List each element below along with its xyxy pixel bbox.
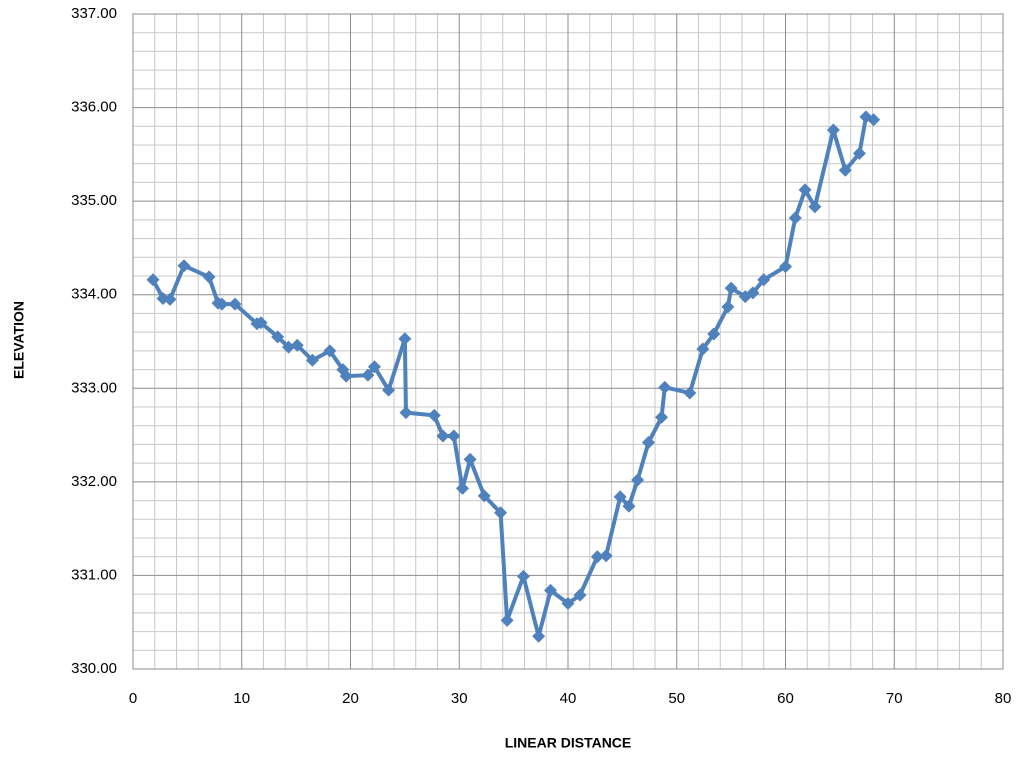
marker xyxy=(436,429,450,443)
line xyxy=(151,114,875,639)
x-tick-label: 30 xyxy=(451,690,468,707)
marker xyxy=(599,549,613,563)
marker xyxy=(852,146,866,160)
marker xyxy=(798,183,812,197)
marker xyxy=(271,330,285,344)
marker xyxy=(757,273,771,287)
marker xyxy=(590,550,604,564)
marker xyxy=(282,340,296,354)
y-axis-title: ELEVATION xyxy=(11,301,27,379)
x-tick-label: 80 xyxy=(995,690,1012,707)
marker xyxy=(323,344,337,358)
marker xyxy=(631,473,645,487)
x-tick-label: 20 xyxy=(342,690,359,707)
marker xyxy=(655,410,669,424)
marker xyxy=(228,297,242,311)
marker xyxy=(367,360,381,374)
marker xyxy=(146,273,160,287)
marker xyxy=(808,200,822,214)
marker xyxy=(838,163,852,177)
marker xyxy=(622,499,636,513)
x-tick-label: 70 xyxy=(886,690,903,707)
y-tick-label: 335.00 xyxy=(71,192,117,209)
marker xyxy=(305,353,319,367)
marker xyxy=(477,489,491,503)
marker xyxy=(463,452,477,466)
marker xyxy=(215,297,229,311)
marker xyxy=(290,338,304,352)
marker xyxy=(339,369,353,383)
marker xyxy=(613,490,627,504)
marker xyxy=(177,259,191,273)
marker xyxy=(398,332,412,346)
x-axis-title: LINEAR DISTANCE xyxy=(505,735,632,751)
marker xyxy=(456,481,470,495)
marker xyxy=(532,629,546,643)
marker xyxy=(658,380,672,394)
marker xyxy=(516,569,530,583)
marker xyxy=(826,123,840,137)
marker xyxy=(163,292,177,306)
y-tick-label: 331.00 xyxy=(71,566,117,583)
marker xyxy=(746,286,760,300)
marker xyxy=(683,386,697,400)
y-tick-label: 336.00 xyxy=(71,99,117,116)
marker xyxy=(724,281,738,295)
marker xyxy=(561,597,575,610)
marker xyxy=(447,429,461,443)
y-tick-label: 332.00 xyxy=(71,473,117,490)
x-tick-label: 50 xyxy=(668,690,685,707)
marker xyxy=(707,327,721,341)
marker xyxy=(867,113,881,127)
marker xyxy=(779,260,792,274)
marker xyxy=(427,408,441,422)
marker xyxy=(788,211,802,225)
marker xyxy=(573,588,587,602)
x-tick-label: 60 xyxy=(777,690,794,707)
marker xyxy=(696,342,710,356)
x-tick-label: 10 xyxy=(233,690,250,707)
marker xyxy=(254,316,268,330)
marker xyxy=(494,506,508,520)
marker xyxy=(641,436,655,450)
x-tick-label: 0 xyxy=(129,690,137,707)
marker xyxy=(544,583,558,597)
y-tick-label: 330.00 xyxy=(71,660,117,677)
marker xyxy=(361,368,375,382)
marker xyxy=(500,613,514,627)
marker xyxy=(382,383,396,397)
marker xyxy=(202,270,216,284)
y-tick-label: 337.00 xyxy=(71,5,117,22)
marker xyxy=(399,406,413,420)
marker xyxy=(721,300,735,314)
x-tick-label: 40 xyxy=(560,690,577,707)
y-tick-label: 333.00 xyxy=(71,379,117,396)
y-tick-label: 334.00 xyxy=(71,286,117,303)
plot-border xyxy=(132,13,1004,670)
